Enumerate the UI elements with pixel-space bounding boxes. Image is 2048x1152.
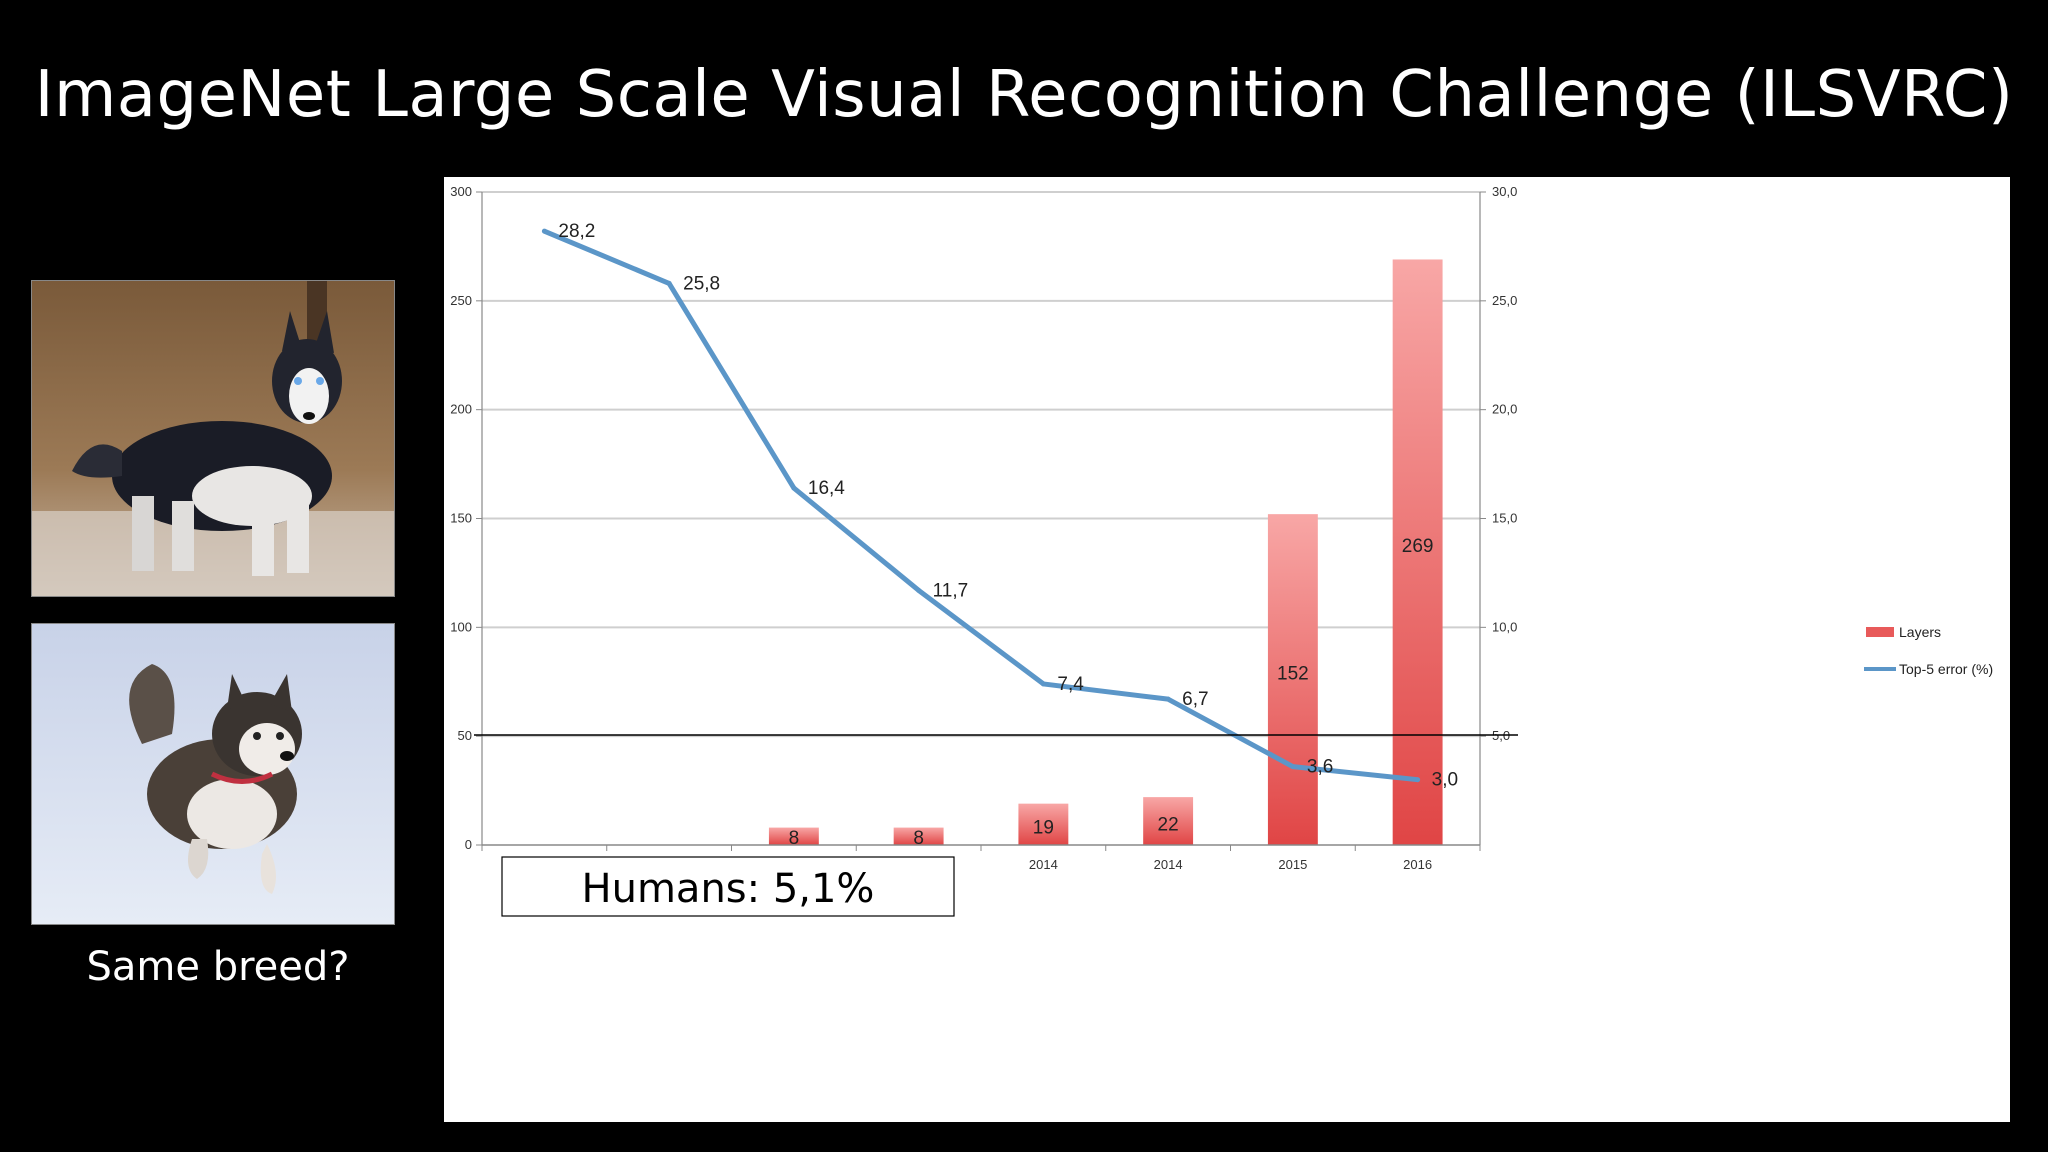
- bar: [1143, 797, 1194, 845]
- right-tick-label: 25,0: [1492, 293, 1517, 308]
- line-data-label: 6,7: [1182, 689, 1208, 710]
- right-tick-label: 15,0: [1492, 511, 1517, 526]
- line-data-label: 28,2: [558, 221, 595, 242]
- line-layer: [541, 228, 1421, 783]
- x-tick-label: 2015: [1278, 857, 1307, 872]
- humans-reference-box: [501, 856, 955, 917]
- legend-swatch-layers: [1866, 627, 1894, 637]
- line-data-label: 3,6: [1307, 757, 1333, 778]
- chart-panel: 0 50 100 150 200 250 300 5,0 10,0 15,0 20,0 25,0 30,…: [444, 177, 2010, 1122]
- bar: [893, 827, 944, 845]
- bar-data-label: 269: [1402, 536, 1434, 557]
- right-tick-label: 20,0: [1492, 402, 1517, 417]
- right-tick-label: 30,0: [1492, 184, 1517, 199]
- legend: Layers Top-5 error (%): [1864, 624, 1993, 677]
- line-point: [1040, 681, 1046, 687]
- legend-label-layers: Layers: [1899, 624, 1941, 640]
- left-tick-label: 150: [450, 511, 472, 526]
- line-data-label: 25,8: [683, 273, 720, 294]
- bar-data-label: 22: [1158, 814, 1179, 835]
- caption: Same breed?: [86, 944, 350, 990]
- x-tick-label: 2014: [1154, 857, 1183, 872]
- left-tick-label: 0: [465, 837, 472, 852]
- bar-data-label: 152: [1277, 664, 1309, 685]
- left-tick-label: 100: [450, 619, 472, 634]
- line-point: [791, 485, 797, 491]
- line-data-label: 3,0: [1432, 770, 1458, 791]
- bar-data-label: 8: [789, 828, 800, 849]
- bar: [1392, 259, 1443, 845]
- bar: [1267, 514, 1318, 845]
- combo-chart: 0501001502002503005,010,015,020,025,030,…: [450, 184, 1993, 917]
- labels-layer: 8 8 19 22 152 269 28,2 25,8 16,4 11,7 7,4 6,7 3,6 3,0: [558, 221, 1458, 849]
- humans-reference-label: Humans: 5,1%: [582, 866, 875, 912]
- left-tick-label: 250: [450, 293, 472, 308]
- line-data-label: 16,4: [808, 478, 845, 499]
- left-tick-label: 200: [450, 402, 472, 417]
- line-data-label: 11,7: [933, 580, 969, 601]
- x-tick-label: 2016: [1403, 857, 1432, 872]
- line-point: [916, 587, 922, 593]
- bar-data-label: 8: [913, 828, 924, 849]
- x-tick-label: 2014: [1029, 857, 1058, 872]
- legend-label-top5: Top-5 error (%): [1899, 661, 1993, 677]
- bar: [1018, 803, 1069, 845]
- line-point: [666, 280, 672, 286]
- bars-layer: [768, 259, 1443, 845]
- grid-layer: [482, 191, 1480, 738]
- line-point: [1415, 777, 1421, 783]
- bar-data-label: 19: [1033, 817, 1054, 838]
- slide-title: ImageNet Large Scale Visual Recognition …: [34, 58, 2014, 132]
- line-data-label: 7,4: [1057, 674, 1084, 695]
- right-tick-label: 10,0: [1492, 619, 1517, 634]
- bar: [768, 827, 819, 845]
- line-point: [541, 228, 547, 234]
- left-tick-label: 50: [458, 728, 472, 743]
- axes-layer: 0501001502002503005,010,015,020,025,030,…: [450, 184, 1517, 872]
- top5-error-line: [543, 228, 1418, 783]
- husky-running-in-snow-photo: [31, 623, 395, 925]
- husky-standing-photo: [31, 280, 395, 597]
- line-point: [1165, 696, 1171, 702]
- reference-layer: Humans: 5,1%: [474, 734, 1518, 917]
- line-point: [1290, 764, 1296, 770]
- left-tick-label: 300: [450, 184, 472, 199]
